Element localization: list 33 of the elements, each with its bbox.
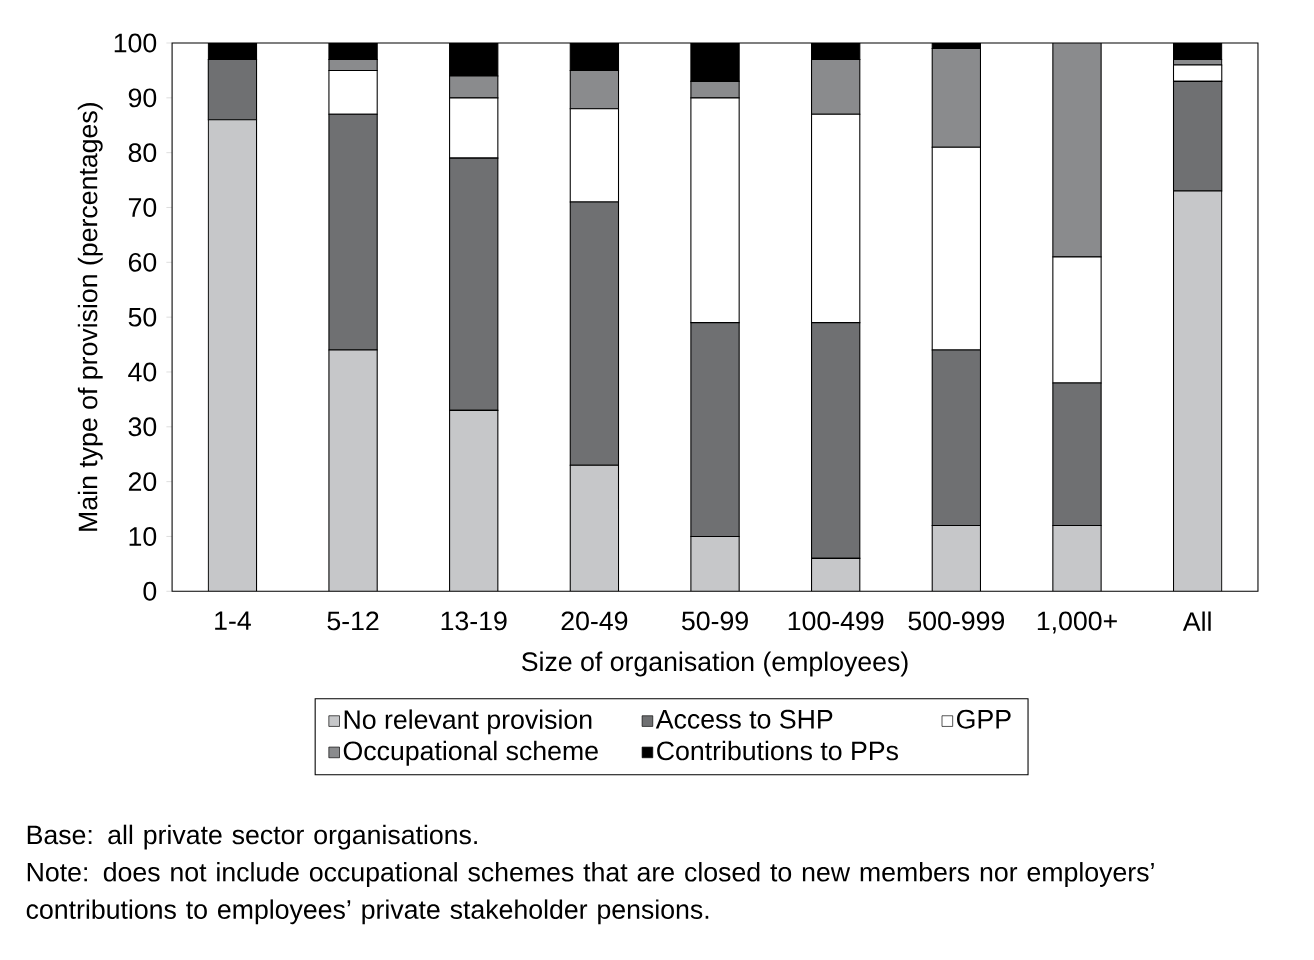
bar [931,47,982,148]
y-tick-label: 70 [128,197,157,217]
y-tick-label: 30 [128,417,157,437]
x-axis-title: Size of organisation (employees) [521,651,908,677]
y-tick-label: 80 [128,143,157,162]
legend-label: No relevant provision [344,709,592,735]
y-axis-title: Main type of provision (percentages) [77,102,103,531]
x-tick-label: 5-12 [327,611,379,631]
y-tick-label: 50 [128,307,157,327]
x-tick-label: 1-4 [215,611,251,630]
x-tick-label: 1,000+ [1037,611,1117,634]
y-tick-label: 10 [129,526,157,546]
y-tick-label: 20 [128,471,157,491]
x-tick-label: 50-99 [681,611,748,631]
y-tick-label: 0 [143,581,157,601]
y-tick-label: 40 [128,362,157,382]
y-tick-label: 100 [114,33,157,53]
bar [811,58,861,115]
bar [1052,42,1102,258]
x-tick-label: 100-499 [788,611,884,631]
x-tick-label: All [1182,611,1211,631]
x-tick-label: 13-19 [441,611,507,631]
y-tick-label: 60 [128,252,157,272]
y-tick-label: 90 [128,88,157,108]
x-tick-label: 500-999 [908,611,1005,631]
text: Note: does not include occupational schemes that are closed to new members nor employers’ contributions to employees’ private stakeholder pensions. [26,861,1154,925]
text: Base: all private sector organisations. [27,824,477,850]
legend-label: Access to SHP [655,709,833,729]
bar [569,69,620,110]
legend-label: Contributions to PPs [657,740,898,761]
legend-label: GPP [957,709,1011,729]
legend-label: Occupational scheme [343,740,598,766]
x-tick-label: 20-49 [561,611,628,631]
